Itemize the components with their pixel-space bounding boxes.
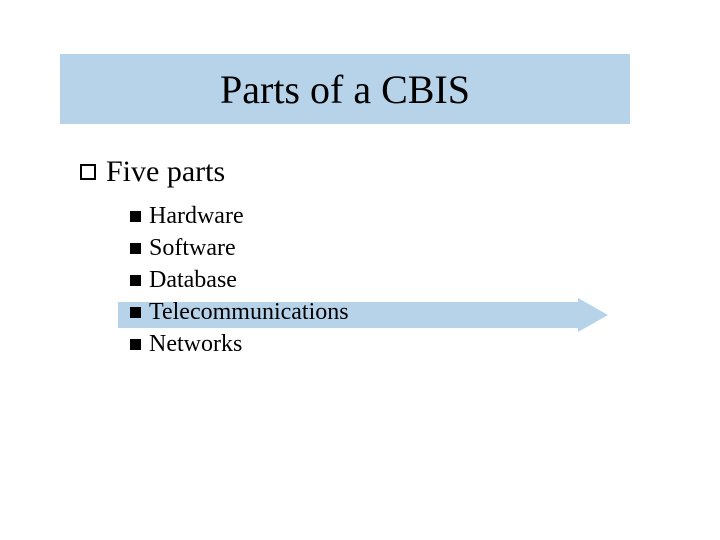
list-item: Database — [130, 267, 349, 294]
subtitle-text: Five parts — [106, 155, 225, 189]
filled-square-bullet-icon — [130, 307, 141, 318]
title-bar: Parts of a CBIS — [60, 54, 630, 124]
list-item-text: Networks — [149, 331, 242, 358]
slide-title: Parts of a CBIS — [220, 66, 470, 113]
list-item-text: Hardware — [149, 203, 244, 230]
list-item-text: Database — [149, 267, 237, 294]
list-item-text: Telecommunications — [149, 299, 349, 326]
subtitle-row: Five parts — [80, 155, 225, 189]
filled-square-bullet-icon — [130, 275, 141, 286]
list-item: Software — [130, 235, 349, 262]
bullet-list: Hardware Software Database Telecommunica… — [130, 203, 349, 363]
list-item: Telecommunications — [130, 299, 349, 326]
filled-square-bullet-icon — [130, 211, 141, 222]
filled-square-bullet-icon — [130, 243, 141, 254]
filled-square-bullet-icon — [130, 339, 141, 350]
list-item: Networks — [130, 331, 349, 358]
hollow-square-bullet-icon — [80, 164, 96, 180]
list-item: Hardware — [130, 203, 349, 230]
list-item-text: Software — [149, 235, 236, 262]
